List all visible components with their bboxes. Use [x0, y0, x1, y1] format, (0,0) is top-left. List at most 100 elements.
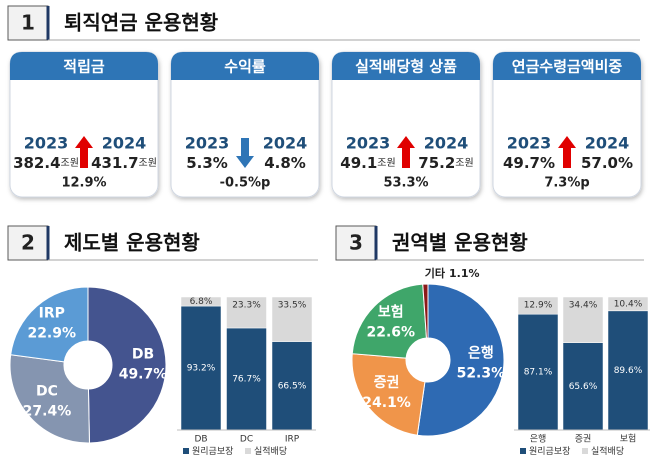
- section-number: 1: [21, 11, 35, 35]
- donut-slice: [9, 354, 90, 444]
- unit: 조원: [455, 157, 473, 169]
- bar-label: 12.9%: [524, 301, 553, 311]
- slice-label: 52.3%: [457, 366, 506, 382]
- bar-label: 89.6%: [614, 366, 643, 376]
- legend-label: 원리금보장: [192, 446, 233, 457]
- year-from: 2023: [346, 134, 391, 153]
- bar-label: 23.3%: [232, 301, 261, 311]
- slice-label: 27.4%: [23, 404, 72, 420]
- card-header: [493, 52, 641, 80]
- card-title: 수익률: [224, 58, 266, 76]
- slice-label: 24.1%: [362, 395, 411, 411]
- bar-label: 33.5%: [278, 301, 307, 311]
- slice-category: 기타: [425, 266, 446, 280]
- value-to: 4.8%: [264, 154, 306, 172]
- value: 75.2: [418, 154, 455, 172]
- legend-label: 실적배당: [591, 445, 624, 457]
- value-from: 49.7%: [503, 154, 555, 172]
- year-from: 2023: [24, 134, 69, 153]
- legend-swatch: [183, 448, 189, 454]
- section-number: 3: [349, 231, 363, 255]
- year-to: 2024: [102, 134, 147, 153]
- bar-label: 93.2%: [187, 364, 216, 374]
- bar-segment: [607, 296, 649, 312]
- year-to: 2024: [585, 134, 630, 153]
- value-from: 49.1조원: [340, 154, 395, 172]
- year-to: 2024: [424, 134, 469, 153]
- value: 4.8%: [264, 154, 306, 172]
- unit: 조원: [377, 157, 395, 169]
- card-title: 연금수령금액비중: [512, 58, 623, 76]
- section-number-box: [335, 225, 377, 261]
- slice-category: DC: [36, 384, 58, 400]
- x-tick-label: DC: [240, 435, 253, 445]
- slice-label: 22.6%: [366, 324, 415, 340]
- value-to: 431.7조원: [91, 154, 157, 172]
- bar-segment: [271, 296, 313, 342]
- slice-category: 증권: [374, 375, 400, 391]
- bar-segment: [517, 296, 559, 315]
- year-from: 2023: [507, 134, 552, 153]
- x-tick-label: 은행: [530, 433, 547, 445]
- year-to: 2024: [263, 134, 308, 153]
- unit: 조원: [61, 157, 79, 169]
- change: 53.3%: [383, 176, 428, 191]
- legend-swatch: [520, 448, 526, 454]
- x-tick-label: IRP: [285, 435, 300, 445]
- x-tick-label: DB: [194, 435, 207, 445]
- bar-segment: [180, 296, 222, 307]
- value-from: 382.4조원: [13, 154, 79, 172]
- bar-label: 65.6%: [569, 382, 598, 392]
- value: 382.4: [13, 154, 60, 172]
- card-title: 적립금: [63, 58, 105, 76]
- change-arrow: [75, 136, 93, 168]
- bar-segment: [562, 342, 604, 431]
- slice-label: 49.7%: [119, 366, 168, 382]
- value: 49.1: [340, 154, 377, 172]
- value: 57.0%: [581, 154, 633, 172]
- section-title: 권역별 운용현황: [392, 231, 528, 255]
- x-tick-label: 보험: [620, 434, 637, 445]
- value-to: 57.0%: [581, 154, 633, 172]
- bar-segment: [562, 296, 604, 344]
- bar-label: 6.8%: [190, 297, 213, 307]
- section-title: 퇴직연금 운용현황: [64, 11, 219, 35]
- change: -0.5%p: [220, 176, 271, 191]
- change: 7.3%p: [544, 176, 589, 191]
- card-header: [10, 52, 158, 80]
- section-title: 제도별 운용현황: [64, 231, 200, 255]
- section-number-box: [7, 5, 49, 41]
- card-title: 실적배당형 상품: [355, 58, 457, 76]
- value-to: 75.2조원: [418, 154, 473, 172]
- donut-hole: [64, 341, 112, 389]
- bar-segment: [180, 305, 222, 431]
- bar-label: 34.4%: [569, 301, 598, 311]
- change-arrow: [236, 138, 254, 168]
- bar-segment: [226, 296, 267, 329]
- bar-label: 87.1%: [524, 368, 553, 378]
- unit: 조원: [139, 157, 157, 169]
- value: 49.7%: [503, 154, 555, 172]
- card-header: [332, 52, 480, 80]
- bar-label: 10.4%: [614, 299, 643, 309]
- slice-category: DB: [132, 346, 154, 362]
- value: 5.3%: [186, 154, 228, 172]
- slice-label: 22.9%: [27, 326, 76, 342]
- bar-label: 66.5%: [278, 381, 307, 391]
- year-from: 2023: [185, 134, 230, 153]
- slice-category: 은행: [468, 346, 494, 362]
- bar-segment: [226, 327, 267, 431]
- slice-label: 1.1%: [449, 267, 480, 280]
- bar-segment: [517, 313, 559, 431]
- change: 12.9%: [61, 176, 106, 191]
- donut-hole: [406, 338, 450, 382]
- change-arrow: [397, 136, 415, 168]
- legend-label: 원리금보장: [529, 446, 570, 457]
- legend-label: 실적배당: [254, 445, 287, 457]
- slice-category: 보험: [378, 303, 404, 320]
- legend-swatch: [582, 448, 588, 454]
- value-from: 5.3%: [186, 154, 228, 172]
- value: 431.7: [91, 154, 138, 172]
- bar-segment: [271, 341, 313, 431]
